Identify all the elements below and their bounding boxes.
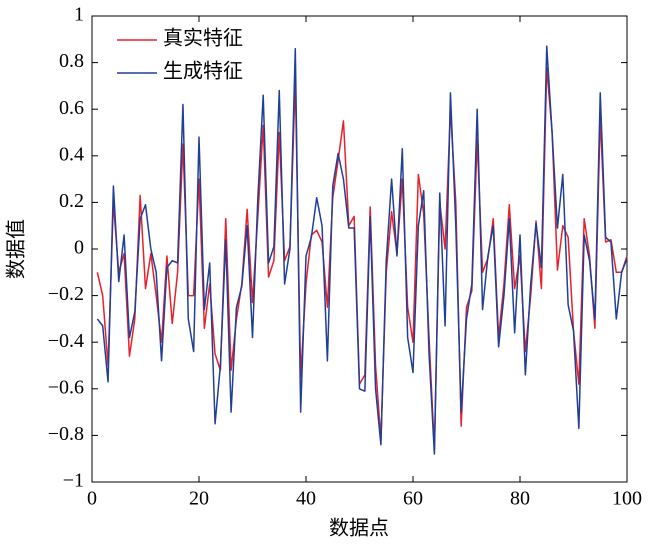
y-axis-label: 数据值 [5,219,28,279]
y-tick-label: 0 [74,237,84,259]
x-tick-label: 60 [403,488,423,510]
y-tick-label: 0.6 [59,97,84,119]
x-tick-label: 80 [510,488,530,510]
y-tick-label: −0.4 [48,330,84,352]
x-tick-label: 20 [189,488,209,510]
x-tick-label: 0 [87,488,97,510]
legend-label: 生成特征 [163,60,243,83]
y-tick-label: −0.6 [48,376,84,398]
x-tick-label: 40 [296,488,316,510]
series-line [96,66,628,451]
y-tick-label: −0.2 [48,283,84,305]
y-tick-label: 1 [74,4,84,26]
legend-label: 真实特征 [163,27,243,50]
y-tick-label: −0.8 [48,423,84,445]
y-tick-label: −1 [63,470,84,492]
x-tick-label: 100 [612,488,642,510]
series-line [96,45,628,455]
x-axis-label: 数据点 [329,517,389,540]
y-tick-label: 0.4 [59,143,84,165]
y-tick-label: 0.2 [59,190,84,212]
y-tick-label: 0.8 [59,50,84,72]
